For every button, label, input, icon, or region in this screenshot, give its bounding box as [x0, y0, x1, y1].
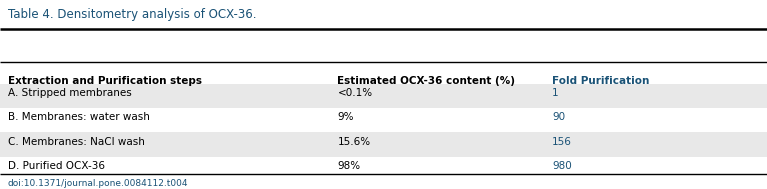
Text: <0.1%: <0.1% — [337, 88, 373, 98]
Bar — [0, 132, 767, 157]
Text: Extraction and Purification steps: Extraction and Purification steps — [8, 76, 202, 86]
Text: 1: 1 — [552, 88, 559, 98]
Text: doi:10.1371/journal.pone.0084112.t004: doi:10.1371/journal.pone.0084112.t004 — [8, 179, 188, 188]
Text: 9%: 9% — [337, 112, 354, 122]
Text: Fold Purification: Fold Purification — [552, 76, 650, 86]
Text: 980: 980 — [552, 161, 572, 171]
Text: Table 4. Densitometry analysis of OCX-36.: Table 4. Densitometry analysis of OCX-36… — [8, 8, 256, 21]
Text: B. Membranes: water wash: B. Membranes: water wash — [8, 112, 150, 122]
Text: D. Purified OCX-36: D. Purified OCX-36 — [8, 161, 104, 171]
Text: C. Membranes: NaCl wash: C. Membranes: NaCl wash — [8, 137, 144, 147]
Bar — [0, 108, 767, 132]
Bar — [0, 84, 767, 108]
Text: 90: 90 — [552, 112, 565, 122]
Bar — [0, 157, 767, 181]
Text: 15.6%: 15.6% — [337, 137, 370, 147]
Text: Estimated OCX-36 content (%): Estimated OCX-36 content (%) — [337, 76, 515, 86]
Text: 156: 156 — [552, 137, 572, 147]
Text: A. Stripped membranes: A. Stripped membranes — [8, 88, 131, 98]
Text: 98%: 98% — [337, 161, 360, 171]
